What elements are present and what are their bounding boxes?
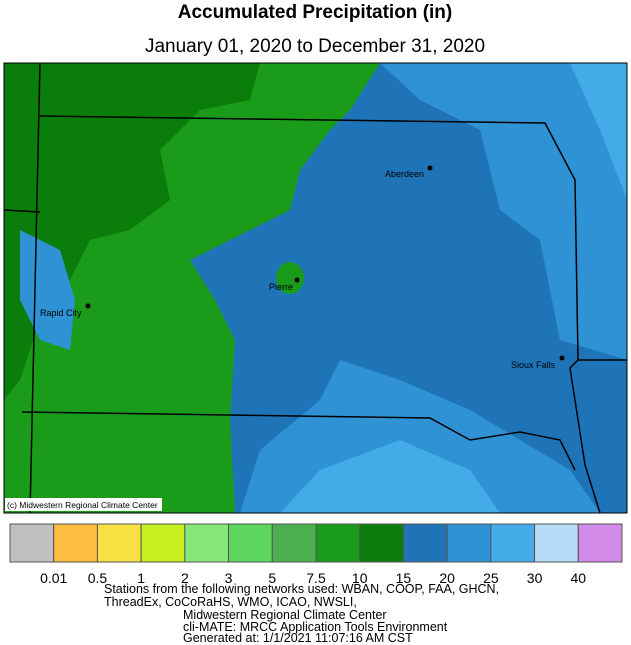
northeast-light xyxy=(570,63,627,200)
legend-label: 7.5 xyxy=(306,570,326,586)
city-label: Pierre xyxy=(269,282,293,292)
footer-line: ThreadEx, CoCoRaHS, WMO, ICAO, NWSLI, xyxy=(104,595,357,609)
subtitle: January 01, 2020 to December 31, 2020 xyxy=(145,36,485,57)
legend-swatch xyxy=(534,523,579,563)
legend-swatch xyxy=(402,523,448,563)
legend-label: 0.5 xyxy=(88,570,108,586)
legend-label: 40 xyxy=(570,570,586,586)
legend-swatch xyxy=(228,523,273,563)
city-label: Rapid City xyxy=(40,308,82,318)
legend-swatch xyxy=(359,523,404,563)
legend-swatch xyxy=(96,523,142,563)
legend-label: 3 xyxy=(225,570,233,586)
legend-swatch xyxy=(53,523,98,563)
footer-line: Stations from the following networks use… xyxy=(104,582,499,596)
city-dots xyxy=(85,165,565,361)
credit: (c) Midwestern Regional Climate Center xyxy=(7,500,158,510)
title: Accumulated Precipitation (in) xyxy=(178,2,452,23)
map-frame xyxy=(3,62,628,514)
legend-swatch xyxy=(9,523,55,563)
footer: Stations from the following networks use… xyxy=(104,582,499,645)
legend-label: 5 xyxy=(268,570,276,586)
credit-box xyxy=(5,498,162,511)
legend-label: 0.01 xyxy=(40,570,67,586)
legend-label: 30 xyxy=(527,570,543,586)
state-borders xyxy=(3,62,627,514)
footer-line: Midwestern Regional Climate Center xyxy=(183,608,387,622)
legend: 0.01 0.5 1 2 3 5 7.5 10 15 20 25 30 40 xyxy=(9,523,623,586)
legend-swatch xyxy=(446,523,492,563)
dark-green-zone xyxy=(4,63,260,400)
legend-swatch xyxy=(490,523,536,563)
legend-swatch xyxy=(577,523,623,563)
legend-swatch xyxy=(184,523,230,563)
city-label: Aberdeen xyxy=(385,169,424,179)
pierre-green xyxy=(276,262,304,294)
legend-label: 25 xyxy=(483,570,499,586)
legend-swatch xyxy=(271,523,317,563)
legend-swatch xyxy=(315,523,361,563)
legend-label: 1 xyxy=(137,570,145,586)
legend-label: 20 xyxy=(439,570,455,586)
city-label: Sioux Falls xyxy=(511,360,556,370)
footer-line: Generated at: 1/1/2021 11:07:16 AM CST xyxy=(183,631,413,645)
legend-label: 10 xyxy=(352,570,368,586)
map: Aberdeen Pierre Rapid City Sioux Falls (… xyxy=(3,62,628,514)
south-light xyxy=(280,440,500,513)
legend-label: 15 xyxy=(396,570,412,586)
northeast-blue xyxy=(380,63,627,360)
legend-swatch xyxy=(140,523,186,563)
legend-label: 2 xyxy=(181,570,189,586)
footer-line: cli-MATE: MRCC Application Tools Environ… xyxy=(183,620,448,634)
